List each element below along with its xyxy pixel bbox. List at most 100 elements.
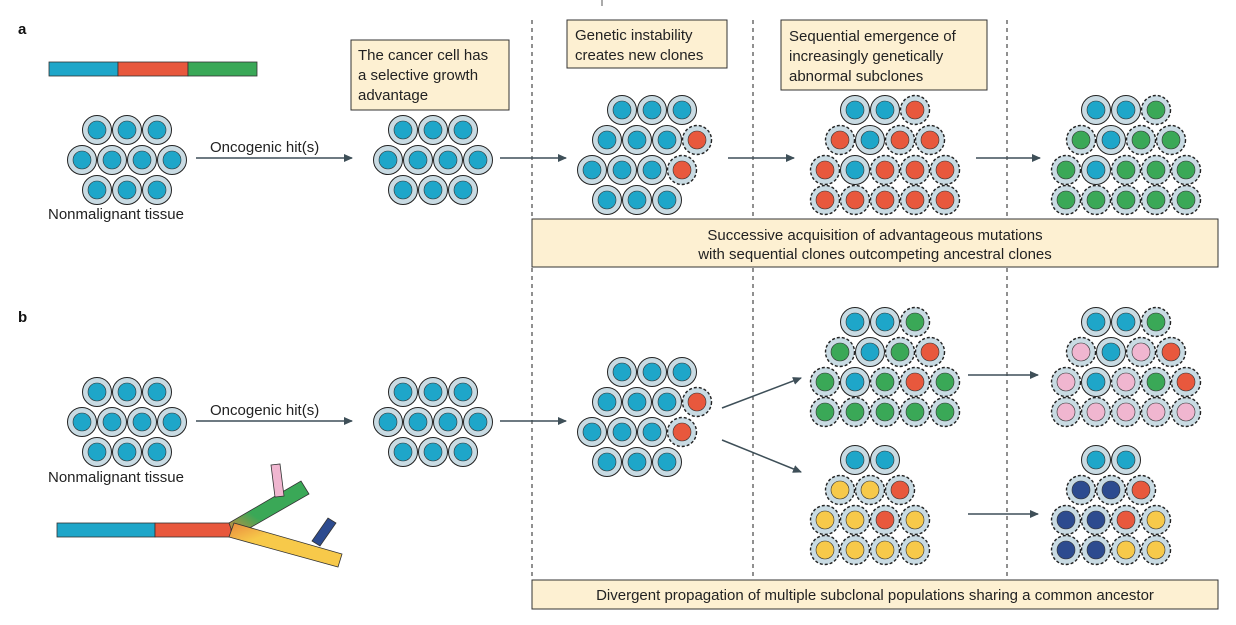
cell-nucleus [1176,190,1196,210]
cell-cluster-nonmalignant-b [67,377,187,467]
cell-nucleus [875,402,895,422]
cell-cluster-after-hit-a [373,115,493,205]
cell-nucleus [1101,342,1121,362]
cell-nucleus [1086,510,1106,530]
summary-a-line1: Successive acquisition of advantageous m… [707,227,1042,244]
cell-nucleus [815,510,835,530]
cell-nucleus [132,150,152,170]
cell-nucleus [672,160,692,180]
cell-nucleus [657,392,677,412]
stage-dividers [531,20,1008,610]
cell-nucleus [72,150,92,170]
chromosome-bar-a [48,61,258,77]
cell-cluster-instability-a [577,95,713,215]
cell-nucleus [423,180,443,200]
cell-nucleus [378,150,398,170]
note-growth-line2: a selective growth [358,67,478,84]
cell-cluster-instability-b [577,357,713,477]
cell-nucleus [642,422,662,442]
cell-cluster-final-a [1050,94,1202,216]
cell-cluster-lower-branch-1 [809,445,931,566]
cell-nucleus [905,372,925,392]
cell-nucleus [905,540,925,560]
cell-nucleus [815,540,835,560]
cell-nucleus [627,392,647,412]
cell-nucleus [1146,372,1166,392]
cell-nucleus [1086,540,1106,560]
cell-nucleus [423,382,443,402]
cell-nucleus [102,150,122,170]
branch-bar-pink [270,463,285,498]
cell-nucleus [920,130,940,150]
cell-nucleus [453,120,473,140]
bar-segment-red [117,61,189,77]
cell-nucleus [1116,160,1136,180]
note-sequential-line3: abnormal subclones [789,68,923,85]
cell-nucleus [642,100,662,120]
cell-nucleus [905,402,925,422]
cell-cluster-sequential-a [809,94,961,216]
cell-nucleus [1176,372,1196,392]
cell-nucleus [935,372,955,392]
cell-nucleus [875,160,895,180]
cell-nucleus [657,190,677,210]
cell-nucleus [1116,402,1136,422]
cell-nucleus [815,372,835,392]
cell-nucleus [408,412,428,432]
cell-nucleus [920,342,940,362]
cell-nucleus [860,342,880,362]
cell-nucleus [845,450,865,470]
cell-nucleus [393,120,413,140]
summary-a-line2: with sequential clones outcompeting ance… [697,246,1052,263]
cell-nucleus [845,312,865,332]
cell-nucleus [687,392,707,412]
cell-nucleus [1116,190,1136,210]
cell-nucleus [935,402,955,422]
cell-nucleus [1146,540,1166,560]
cell-nucleus [117,180,137,200]
cell-nucleus [875,190,895,210]
cell-cluster-nonmalignant-a [67,115,187,205]
cell-nucleus [830,342,850,362]
cell-nucleus [1056,402,1076,422]
cell-nucleus [1176,160,1196,180]
cell-nucleus [657,452,677,472]
cell-nucleus [453,180,473,200]
cell-nucleus [890,130,910,150]
cell-nucleus [147,442,167,462]
branch-bar-teal [56,522,156,538]
cell-nucleus [905,160,925,180]
arrow-branch-upper [721,377,802,409]
cell-nucleus [1101,130,1121,150]
cell-nucleus [875,450,895,470]
cell-nucleus [1086,190,1106,210]
cell-nucleus [845,540,865,560]
branch-bar-yellow [228,522,343,568]
cell-nucleus [162,412,182,432]
bar-segment-green [187,61,258,77]
cell-nucleus [612,422,632,442]
cell-nucleus [1131,130,1151,150]
cell-nucleus [890,480,910,500]
cell-nucleus [815,402,835,422]
cell-nucleus [1056,190,1076,210]
cell-nucleus [672,100,692,120]
cell-nucleus [627,190,647,210]
cell-nucleus [612,100,632,120]
cell-nucleus [1116,100,1136,120]
cell-nucleus [612,160,632,180]
cell-nucleus [147,120,167,140]
cell-nucleus [423,120,443,140]
summary-box-a [531,218,1219,268]
cell-nucleus [117,120,137,140]
cell-cluster-upper-branch-1 [809,306,961,428]
cell-nucleus [1071,480,1091,500]
summary-b-line1: Divergent propagation of multiple subclo… [596,587,1154,604]
label-nonmalignant-b: Nonmalignant tissue [48,469,184,486]
cell-nucleus [582,422,602,442]
note-growth-line3: advantage [358,87,428,104]
cell-nucleus [890,342,910,362]
note-selective-growth [350,39,510,111]
cell-nucleus [468,150,488,170]
cell-nucleus [423,442,443,462]
